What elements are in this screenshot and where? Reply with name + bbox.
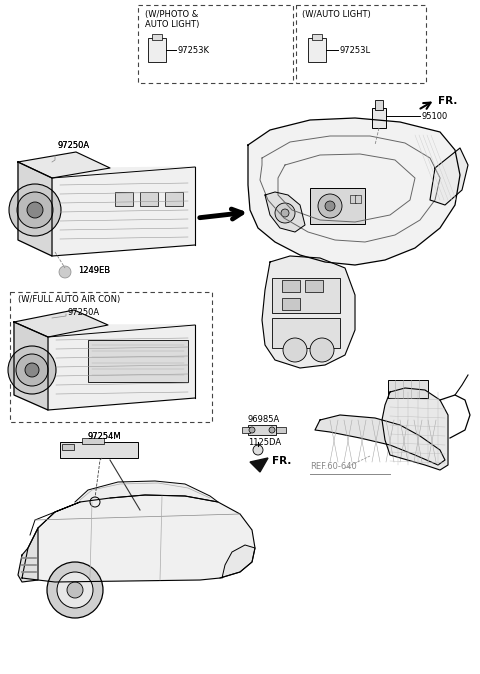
Bar xyxy=(115,192,133,206)
Bar xyxy=(88,340,188,382)
Polygon shape xyxy=(248,118,460,265)
Polygon shape xyxy=(14,322,48,410)
Bar xyxy=(60,442,138,458)
Circle shape xyxy=(59,266,71,278)
Circle shape xyxy=(57,572,93,608)
Bar xyxy=(148,38,166,62)
Circle shape xyxy=(281,209,289,217)
Text: FR.: FR. xyxy=(438,96,457,106)
Circle shape xyxy=(310,338,334,362)
Bar xyxy=(248,425,276,435)
Polygon shape xyxy=(75,481,218,502)
Circle shape xyxy=(8,346,56,394)
Bar xyxy=(140,192,158,206)
Bar xyxy=(10,292,212,422)
Polygon shape xyxy=(14,310,108,337)
Bar xyxy=(62,444,74,450)
Polygon shape xyxy=(430,148,468,205)
Text: 97254M: 97254M xyxy=(88,432,121,441)
Bar xyxy=(272,318,340,348)
Text: (W/FULL AUTO AIR CON): (W/FULL AUTO AIR CON) xyxy=(18,295,120,304)
Text: 1125DA: 1125DA xyxy=(248,438,281,447)
Circle shape xyxy=(67,582,83,598)
Bar xyxy=(282,280,300,292)
Circle shape xyxy=(318,194,342,218)
Text: 1249EB: 1249EB xyxy=(78,266,110,275)
Text: 97250A: 97250A xyxy=(68,308,100,317)
Text: 96985A: 96985A xyxy=(248,415,280,424)
Bar xyxy=(312,34,322,40)
Polygon shape xyxy=(48,325,195,410)
Text: 1249EB: 1249EB xyxy=(78,266,110,275)
Bar xyxy=(82,438,104,444)
Bar xyxy=(165,192,183,206)
Polygon shape xyxy=(262,256,355,368)
Circle shape xyxy=(16,354,48,386)
Bar xyxy=(355,195,361,203)
Text: 95100: 95100 xyxy=(422,112,448,121)
Bar xyxy=(372,108,386,128)
Bar xyxy=(350,195,356,203)
Text: (W/AUTO LIGHT): (W/AUTO LIGHT) xyxy=(302,10,371,19)
Bar xyxy=(305,280,323,292)
Bar xyxy=(138,5,293,83)
Bar xyxy=(296,5,426,83)
Polygon shape xyxy=(18,162,52,256)
Polygon shape xyxy=(250,458,268,472)
Circle shape xyxy=(9,184,61,236)
Bar xyxy=(152,34,162,40)
Circle shape xyxy=(283,338,307,362)
Polygon shape xyxy=(382,388,448,470)
Text: 97254M: 97254M xyxy=(88,432,121,441)
Text: 97253L: 97253L xyxy=(340,46,371,55)
Polygon shape xyxy=(132,505,148,520)
Polygon shape xyxy=(220,545,255,578)
Circle shape xyxy=(47,562,103,618)
Polygon shape xyxy=(315,415,445,465)
Bar xyxy=(375,100,383,110)
Polygon shape xyxy=(265,192,305,232)
Text: FR.: FR. xyxy=(272,456,291,466)
Bar xyxy=(308,38,326,62)
Text: REF.60-640: REF.60-640 xyxy=(310,462,357,471)
Polygon shape xyxy=(52,167,195,256)
Circle shape xyxy=(25,363,39,377)
Bar xyxy=(310,188,365,224)
Circle shape xyxy=(249,427,255,433)
Bar xyxy=(276,427,286,433)
Bar xyxy=(242,427,250,433)
Circle shape xyxy=(253,445,263,455)
Bar xyxy=(388,380,428,398)
Circle shape xyxy=(17,192,53,228)
Bar xyxy=(272,278,340,313)
Text: (W/PHOTO &: (W/PHOTO & xyxy=(145,10,198,19)
Bar xyxy=(282,298,300,310)
Text: 97253K: 97253K xyxy=(178,46,210,55)
Polygon shape xyxy=(22,495,255,582)
Text: 97250A: 97250A xyxy=(57,141,89,150)
Circle shape xyxy=(275,203,295,223)
Circle shape xyxy=(269,427,275,433)
Circle shape xyxy=(27,202,43,218)
Polygon shape xyxy=(18,152,110,178)
Polygon shape xyxy=(18,528,38,582)
Circle shape xyxy=(325,201,335,211)
Text: AUTO LIGHT): AUTO LIGHT) xyxy=(145,20,199,29)
Text: 97250A: 97250A xyxy=(57,141,89,150)
